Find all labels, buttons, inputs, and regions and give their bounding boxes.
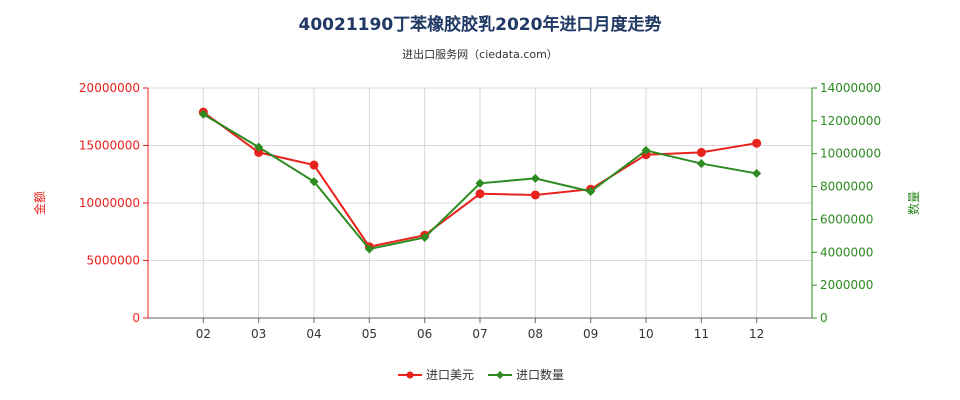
left-tick-label: 0 (132, 311, 140, 325)
data-point (530, 190, 540, 200)
data-point (530, 173, 540, 183)
legend-swatch-marker (406, 371, 414, 379)
data-point (475, 189, 485, 199)
right-tick-label: 8000000 (820, 180, 873, 194)
data-point (309, 160, 319, 170)
data-point (309, 177, 319, 187)
data-point (641, 145, 651, 155)
x-tick-label: 10 (638, 327, 653, 341)
data-point (420, 233, 430, 242)
data-point (254, 142, 264, 152)
x-tick-label: 08 (528, 327, 543, 341)
left-tick-label: 20000000 (79, 81, 140, 95)
left-axis-title: 金额 (32, 191, 47, 215)
data-point (752, 168, 762, 178)
data-point (475, 178, 485, 188)
left-axis-ticks: 0 5000000 10000000 15000000 20000000 (79, 81, 148, 325)
right-tick-label: 14000000 (820, 81, 881, 95)
x-tick-label: 12 (749, 327, 764, 341)
legend-label: 进口数量 (516, 367, 564, 382)
right-tick-label: 4000000 (820, 245, 873, 259)
legend: 进口美元 进口数量 (398, 367, 564, 382)
data-point (696, 159, 706, 169)
x-tick-label: 06 (417, 327, 432, 341)
right-tick-label: 10000000 (820, 147, 881, 161)
data-point (752, 138, 762, 148)
left-tick-label: 15000000 (79, 139, 140, 153)
right-tick-label: 12000000 (820, 114, 881, 128)
x-tick-label: 05 (362, 327, 377, 341)
x-tick-label: 09 (583, 327, 598, 341)
right-axis-title: 数量 (906, 191, 921, 215)
x-tick-label: 03 (251, 327, 266, 341)
right-tick-label: 6000000 (820, 212, 873, 226)
left-tick-label: 5000000 (87, 254, 140, 268)
x-tick-label: 11 (694, 327, 709, 341)
series-layer (198, 107, 762, 254)
chart-title: 40021190丁苯橡胶胶乳2020年进口月度走势 (299, 14, 662, 35)
x-tick-label: 04 (306, 327, 321, 341)
data-point (198, 109, 208, 119)
x-tick-label: 02 (196, 327, 211, 341)
data-point (364, 244, 374, 254)
x-axis-ticks: 02 03 04 05 06 07 08 09 10 11 12 (196, 318, 764, 341)
right-tick-label: 0 (820, 311, 828, 325)
legend-label: 进口美元 (426, 368, 474, 382)
chart-subtitle: 进出口服务网（ciedata.com） (402, 47, 558, 61)
grid-lines (148, 87, 812, 319)
right-tick-label: 2000000 (820, 278, 873, 292)
legend-swatch-marker (496, 371, 504, 379)
data-point (586, 187, 596, 196)
data-point (254, 147, 264, 157)
right-axis-ticks: 0 2000000 4000000 6000000 8000000 10000000 120… (812, 81, 881, 325)
x-tick-label: 07 (472, 327, 487, 341)
left-tick-label: 10000000 (79, 196, 140, 210)
data-point (696, 147, 706, 157)
